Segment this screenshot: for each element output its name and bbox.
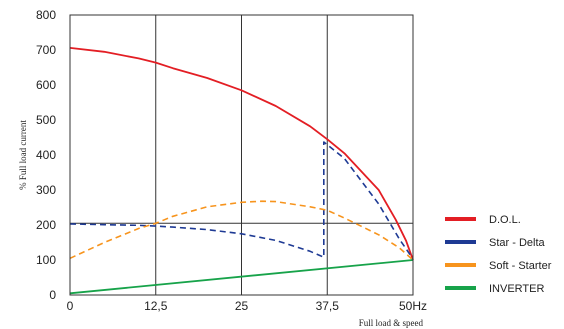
y-tick-label: 100: [36, 253, 56, 267]
x-tick-label: 0: [67, 299, 74, 313]
y-tick-label: 400: [36, 148, 56, 162]
series-star-delta: [69, 141, 414, 260]
y-axis-title: % Full load current: [18, 120, 28, 190]
series-layer: [69, 47, 414, 295]
y-tick-label: 0: [49, 288, 56, 302]
x-tick-label: 50Hz: [399, 299, 427, 313]
y-tick-label: 200: [36, 218, 56, 232]
x-axis-title: Full load & speed: [359, 318, 424, 328]
x-tick-labels: 0 12,5 25 37,5 50Hz: [67, 299, 427, 313]
series-inverter: [69, 259, 414, 295]
series-d-o-l: [69, 47, 414, 261]
x-tick-label: 25: [235, 299, 249, 313]
x-tick-label: 12,5: [144, 299, 168, 313]
legend-label: Soft - Starter: [489, 260, 552, 272]
x-tick-label: 37,5: [316, 299, 340, 313]
legend: D.O.L. Star - Delta Soft - Starter INVERTER: [445, 214, 552, 295]
legend-label: D.O.L.: [489, 214, 521, 226]
y-tick-label: 700: [36, 43, 56, 57]
y-tick-label: 300: [36, 183, 56, 197]
series-soft-starter: [69, 200, 414, 261]
legend-label: Star - Delta: [489, 237, 546, 249]
legend-label: INVERTER: [489, 283, 544, 295]
y-tick-label: 600: [36, 78, 56, 92]
plot-frame: [69, 14, 414, 296]
y-tick-labels: 0 100 200 300 400 500 600 700 800: [36, 8, 56, 302]
y-tick-label: 800: [36, 8, 56, 22]
y-tick-label: 500: [36, 113, 56, 127]
